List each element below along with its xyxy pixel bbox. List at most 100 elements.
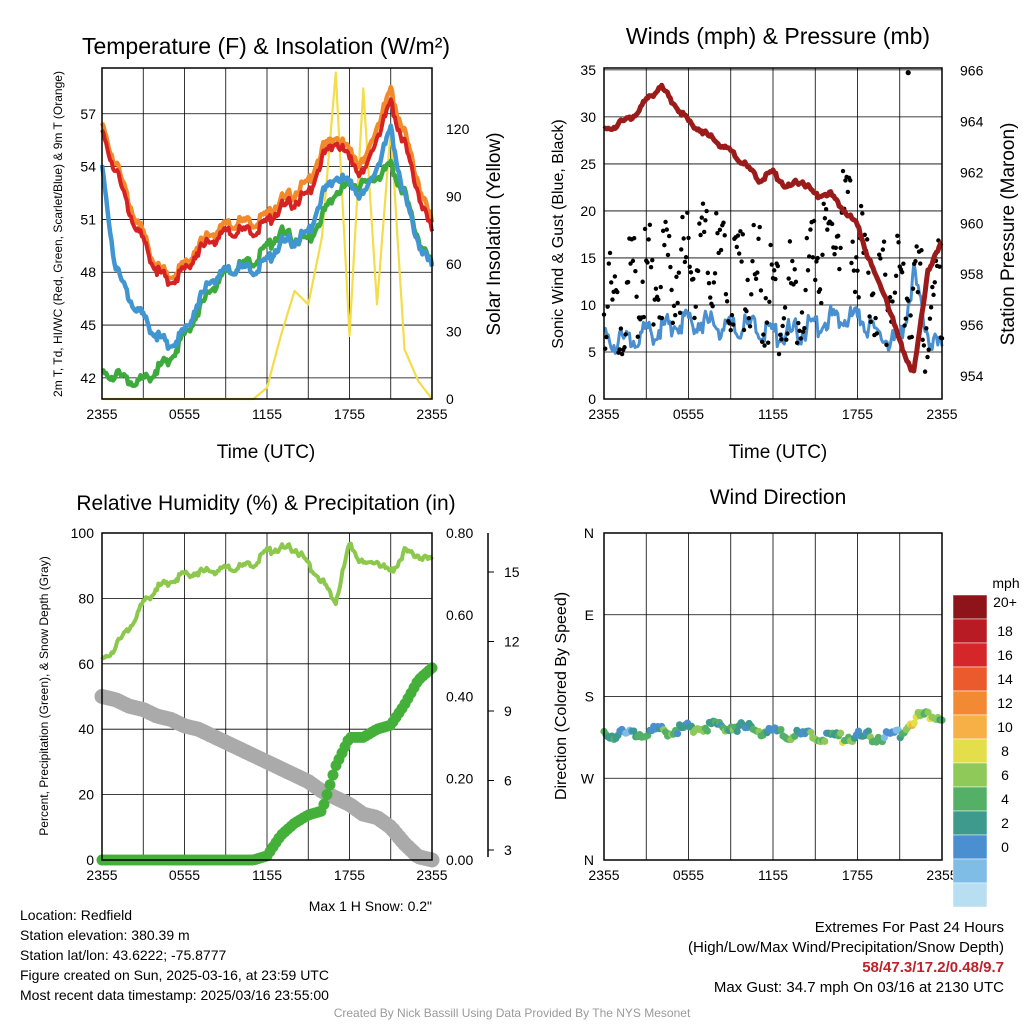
temp-x-tick-label: 2355 <box>416 406 447 422</box>
wdir-x-tick-label: 2355 <box>926 867 957 883</box>
rh-y-left-tick-label: 40 <box>78 721 94 737</box>
wind-max-gust-point <box>905 70 911 76</box>
wind-gust-point <box>663 219 668 225</box>
wdir-legend-swatch <box>952 618 988 644</box>
wind-pressure-line <box>602 82 944 374</box>
wind-gust-point <box>873 315 878 321</box>
wind-y-right-tick-label: 962 <box>960 164 984 180</box>
wind-gust-point <box>646 237 651 242</box>
temp-y-left-tick-label: 51 <box>80 211 96 227</box>
wind-gust-point <box>821 201 826 206</box>
wind-y-left-tick-label: 35 <box>580 62 596 78</box>
wind-gust-point <box>606 261 612 266</box>
wind-gust-point <box>686 235 691 241</box>
wind-gust-point <box>695 268 701 274</box>
wind-gust-point <box>786 276 791 281</box>
wind-gust-point <box>745 277 750 283</box>
wind-gust-point <box>803 287 808 293</box>
wind-gust-point <box>671 303 677 309</box>
wind-gust-point <box>687 264 692 269</box>
wind-gust-point <box>640 279 645 284</box>
wind-y-left-tick-label: 25 <box>580 156 596 172</box>
wind-gust-point <box>862 232 867 238</box>
wind-gust-point <box>819 300 824 306</box>
wind-sonic-line <box>603 261 944 355</box>
rh-y-right-tick-label: 0.20 <box>446 770 473 786</box>
temp-x-tick-label: 1155 <box>252 406 282 422</box>
wdir-x-tick-label: 2355 <box>588 867 619 883</box>
wind-gust-point <box>746 315 752 321</box>
rh-humidity-line <box>100 541 434 661</box>
wind-gust-point <box>764 320 770 325</box>
wind-gust-point <box>741 327 747 333</box>
wind-gust-point <box>680 214 685 220</box>
wind-gust-point <box>815 255 820 261</box>
wind-gust-point <box>688 270 694 275</box>
wind-gust-point <box>881 239 887 244</box>
wind-y-right-tick-label: 964 <box>960 113 984 129</box>
wdir-legend-swatch <box>952 810 988 836</box>
rh-precip-point <box>321 789 333 801</box>
wind-gust-point <box>739 259 744 264</box>
temp-y-left-tick-label: 57 <box>80 106 96 122</box>
wind-gust-point <box>761 332 766 337</box>
wind-gust-point <box>662 242 667 248</box>
wind-gust-point <box>794 340 800 346</box>
wind-gust-point <box>922 369 928 374</box>
wind-gust-point <box>623 332 628 337</box>
wdir-legend-label: 14 <box>997 671 1013 687</box>
wind-gust-point <box>721 220 726 225</box>
wind-gust-point <box>744 308 749 314</box>
wind-gust-point <box>880 247 886 252</box>
wind-gust-point <box>867 314 872 319</box>
wind-gust-point <box>645 260 650 265</box>
wdir-legend-label: 4 <box>1001 791 1009 807</box>
wind-gust-point <box>674 274 679 280</box>
wind-gust-point <box>796 320 801 326</box>
wind-y-left-tick-label: 30 <box>580 109 596 125</box>
temp-y-right-tick-label: 90 <box>446 188 462 204</box>
wdir-x-tick-label: 1755 <box>842 867 873 883</box>
wind-gust-point <box>835 233 841 239</box>
wind-gust-point <box>604 334 609 340</box>
wdir-legend-swatch <box>952 666 988 692</box>
wind-gust-point <box>868 319 873 324</box>
wdir-y-axis-label: Direction (Colored By Speed) <box>553 592 570 800</box>
wind-gust-point <box>802 325 807 331</box>
rh-y-right-tick-label: 0.40 <box>446 689 473 705</box>
wind-gust-point <box>683 255 689 260</box>
wind-gust-point <box>712 271 718 276</box>
temp-series-line <box>101 158 435 388</box>
wind-gust-point <box>901 261 906 266</box>
wdir-legend-label: 2 <box>1001 815 1009 831</box>
wind-gust-point <box>838 245 843 251</box>
wind-gust-point <box>715 231 720 236</box>
station-location: Location: Redfield <box>20 907 133 923</box>
wind-gust-point <box>670 320 676 326</box>
wdir-legend-title: mph <box>992 575 1019 591</box>
rh-snow-axis-tick-label: 3 <box>504 842 512 858</box>
wind-gust-point <box>682 259 688 265</box>
rh-x-tick-label: 0555 <box>169 867 200 883</box>
wdir-legend-label: 8 <box>1001 743 1009 759</box>
wind-gust-point <box>928 305 934 310</box>
figure-created: Figure created on Sun, 2025-03-16, at 23… <box>20 967 329 983</box>
wind-gust-point <box>896 240 901 245</box>
wind-gust-point <box>693 304 698 309</box>
wind-gust-point <box>723 292 729 297</box>
wind-gust-point <box>666 233 672 239</box>
wdir-point <box>703 727 711 735</box>
wind-gust-point <box>884 342 889 348</box>
wind-x-axis-label: Time (UTC) <box>729 442 828 463</box>
wind-gust-point <box>910 286 916 291</box>
wind-y-left-tick-label: 5 <box>588 344 596 360</box>
rh-y-left-axis-label: Percent, Precipitation (Green), & Snow D… <box>37 556 51 835</box>
temp-y-right-tick-label: 60 <box>446 256 462 272</box>
max-gust: Max Gust: 34.7 mph On 03/16 at 2130 UTC <box>713 979 1004 996</box>
wind-gust-point <box>820 252 825 258</box>
wind-gust-point <box>850 239 855 244</box>
rh-precip-point <box>327 769 339 781</box>
temp-y-left-tick-label: 42 <box>80 370 96 386</box>
wind-x-tick-label: 2355 <box>926 406 957 422</box>
wdir-y-tick-label: N <box>584 852 594 868</box>
